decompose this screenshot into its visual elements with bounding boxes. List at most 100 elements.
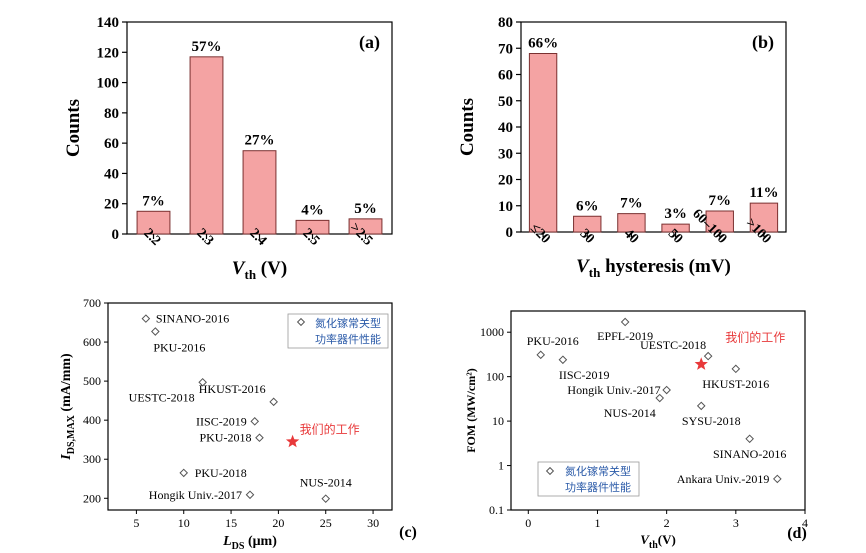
bar [749,202,779,233]
data-point-diamond [151,327,160,336]
y-axis-label: FOM (MW/cm²) [464,368,478,453]
x-tick-label: 10 [178,516,190,530]
y-tick-label: 10 [498,199,513,215]
point-label: PKU-2016 [153,341,205,355]
y-tick-label: 1 [498,459,504,473]
data-point-diamond [250,417,260,426]
point-label: SYSU-2018 [682,414,741,428]
panel-a-bar-chart: 0204060801001201407%2.257%2.327%2.44%2.5… [63,15,393,282]
panel-label: (d) [787,525,807,542]
y-tick-label: 80 [104,106,119,122]
bar-data-label: 11% [749,185,778,201]
bar-data-label: 7% [709,193,732,209]
y-tick-label: 40 [104,166,119,182]
x-tick-label: 3 [733,516,739,530]
x-axis-label: Vth hysteresis (mV) [576,256,731,280]
bar-data-label: 3% [664,206,687,222]
y-axis-label: Counts [457,98,478,156]
legend-box [537,461,640,497]
point-label: HKUST-2016 [199,382,266,396]
legend-diamond-marker [296,317,306,327]
bar [242,150,277,235]
panel-label: (c) [399,524,417,541]
point-label: Ankara Univ.-2019 [677,472,770,486]
x-axis-label: LDS (μm) [222,534,277,552]
data-point-diamond [655,393,665,403]
y-tick-label: 100 [97,76,120,92]
y-tick-label: 120 [97,45,120,61]
point-label: SINANO-2016 [713,447,786,461]
y-tick-label: 300 [83,452,101,466]
point-label: Hongik Univ.-2017 [567,383,660,397]
y-tick-label: 80 [498,15,513,31]
point-label: NUS-2014 [300,476,352,490]
point-label: EPFL-2019 [597,329,653,343]
y-tick-label: 20 [498,173,513,189]
bar-data-label: 27% [245,133,275,149]
panel-label: (a) [359,32,380,53]
our-work-star-marker [285,434,300,448]
y-tick-label: 200 [83,491,101,505]
point-label: IISC-2019 [559,368,610,382]
point-label: PKU-2018 [199,431,251,445]
y-tick-label: 70 [498,41,513,57]
y-tick-label: 40 [498,120,513,136]
panel-label: (b) [752,32,774,53]
legend-line-1: 氮化镓常关型 [565,464,631,478]
bar-data-label: 57% [192,39,222,55]
legend-box [287,313,389,349]
y-tick-label: 600 [83,335,101,349]
data-point-diamond [696,401,706,411]
our-work-label: 我们的工作 [725,329,785,344]
x-tick-label: 4 [802,516,808,530]
y-tick-label: 30 [498,146,513,162]
data-point-diamond [662,385,671,395]
x-tick-label: 2 [664,516,670,530]
point-label: Hongik Univ.-2017 [149,488,242,502]
y-axis-label: Counts [63,99,84,157]
y-tick-label: 100 [486,370,504,384]
legend-line-1: 氮化镓常关型 [315,316,381,330]
our-work-star-marker [694,357,708,370]
data-point-diamond [321,494,331,503]
panel-c-scatter-plot: 200 300 400 500 600 700 5 10 15 20 25 30 SINANO-2016… [59,296,417,552]
data-point-diamond [745,434,754,444]
data-point-diamond [731,364,741,374]
plot-frame [510,310,806,511]
data-point-diamond [141,314,151,323]
bar-data-label: 6% [576,198,599,214]
y-tick-label: 1000 [480,325,504,339]
y-tick-label: 50 [498,94,513,110]
bar-data-label: 7% [620,196,643,212]
y-tick-label: 0 [506,225,514,241]
data-point-diamond [558,355,568,365]
y-tick-label: 140 [97,15,120,31]
x-tick-label: 30 [367,516,379,530]
point-label: SINANO-2016 [156,312,229,326]
data-point-diamond [179,468,189,478]
our-work-label: 我们的工作 [300,422,360,437]
x-tick-label: 1 [594,516,600,530]
y-tick-label: 500 [83,374,101,388]
bar-data-label: 7% [142,193,165,209]
x-tick-label: 0 [525,516,531,530]
data-point-diamond [536,350,546,360]
bar [189,56,224,235]
legend-diamond-marker [545,466,555,476]
point-label: UESTC-2018 [640,338,706,352]
data-point-diamond [255,433,264,443]
panel-b-bar-chart: 0102030405060708066%≤206%307%403%507%60–… [457,15,787,280]
panel-d-scatter-plot: 0.1 1 10 100 1000 0 1 2 3 4 EPFL-2019 PKU-2016 UESTC… [464,310,808,551]
x-tick-label: 25 [320,516,332,530]
data-point-diamond [198,377,207,387]
bar-data-label: 66% [528,36,558,52]
point-label: NUS-2014 [604,406,656,420]
point-label: PKU-2018 [195,466,247,480]
plot-frame [107,302,393,511]
y-axis-label: IDS,MAX (mA/mm) [59,353,77,461]
point-label: HKUST-2016 [702,377,769,391]
point-label: IISC-2019 [196,414,247,428]
x-tick-label: 15 [225,516,237,530]
y-tick-label: 0.1 [489,503,504,517]
